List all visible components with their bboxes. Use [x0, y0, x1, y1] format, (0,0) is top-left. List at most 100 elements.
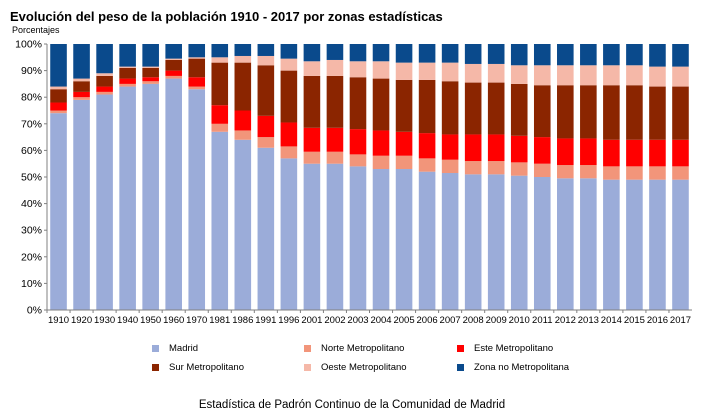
bar-segment-sur-metropolitano-2011: [533, 85, 551, 138]
bar-segment-sur-metropolitano-2009: [487, 82, 505, 135]
bar-segment-este-metropolitano-2005: [395, 131, 413, 156]
bar-segment-este-metropolitano-2017: [672, 139, 689, 167]
bar-segment-madrid-2002: [326, 163, 344, 310]
bar-segment-este-metropolitano-1910: [50, 102, 67, 111]
bar-segment-este-metropolitano-2016: [649, 139, 666, 167]
bar-segment-zona-no-metropolitana-1970: [188, 44, 206, 58]
bar-segment-madrid-1986: [234, 139, 252, 310]
bar-segment-norte-metropolitano-1910: [50, 110, 67, 114]
bar-segment-norte-metropolitano-1920: [73, 97, 90, 100]
bar-segment-este-metropolitano-1991: [257, 115, 275, 138]
bar-segment-madrid-2014: [603, 179, 620, 310]
bar-segment-este-metropolitano-2001: [303, 127, 321, 152]
bar-segment-zona-no-metropolitana-2003: [349, 44, 367, 62]
bar-segment-oeste-metropolitano-1960: [165, 58, 182, 60]
chart-title: Evolución del peso de la población 1910 …: [10, 9, 443, 24]
bar-segment-oeste-metropolitano-2012: [557, 65, 574, 86]
bar-segment-zona-no-metropolitana-2007: [441, 44, 459, 63]
bar-segment-este-metropolitano-2008: [464, 134, 482, 162]
bar-segment-oeste-metropolitano-2003: [349, 61, 367, 78]
x-tick-label-2008: 2008: [463, 315, 484, 326]
bar-segment-este-metropolitano-1996: [280, 122, 298, 147]
chart-subtitle: Porcentajes: [12, 25, 60, 35]
bar-segment-sur-metropolitano-1991: [257, 65, 275, 116]
legend-label-norte-metropolitano: Norte Metropolitano: [321, 343, 405, 354]
chart-legend: Madrid Norte Metropolitano Este Metropol…: [152, 343, 592, 373]
bar-segment-este-metropolitano-1940: [119, 78, 136, 84]
bar-segment-este-metropolitano-2009: [487, 134, 505, 162]
bar-segment-oeste-metropolitano-2010: [510, 65, 528, 84]
legend-label-madrid: Madrid: [169, 343, 199, 354]
source-caption: Estadística de Padrón Continuo de la Com…: [198, 399, 506, 411]
x-tick-label-2016: 2016: [647, 315, 668, 326]
bar-segment-madrid-2003: [349, 166, 367, 310]
bar-segment-zona-no-metropolitana-2012: [557, 44, 574, 66]
bar-segment-madrid-2006: [418, 171, 436, 310]
bar-segment-oeste-metropolitano-2007: [441, 62, 459, 82]
x-tick-label-2006: 2006: [417, 315, 438, 326]
bar-segment-norte-metropolitano-1940: [119, 83, 136, 87]
bar-segment-oeste-metropolitano-2015: [626, 65, 643, 86]
bar-segment-sur-metropolitano-2001: [303, 75, 321, 128]
x-tick-label-2014: 2014: [601, 315, 622, 326]
bar-segment-sur-metropolitano-1986: [234, 62, 252, 111]
bar-segment-oeste-metropolitano-1970: [188, 57, 206, 59]
x-tick-label-2013: 2013: [578, 315, 599, 326]
x-tick-label-1996: 1996: [278, 315, 299, 326]
bar-segment-sur-metropolitano-2015: [626, 85, 643, 140]
y-tick-label: 90%: [21, 65, 42, 77]
bar-segment-norte-metropolitano-2012: [557, 165, 574, 179]
bar-segment-zona-no-metropolitana-2008: [464, 44, 482, 64]
x-tick-label-2012: 2012: [555, 315, 576, 326]
bar-segment-norte-metropolitano-2008: [464, 161, 482, 175]
bar-segment-sur-metropolitano-2010: [510, 83, 528, 136]
bar-segment-oeste-metropolitano-2009: [487, 63, 505, 83]
bar-segment-madrid-2005: [395, 169, 413, 310]
bar-segment-norte-metropolitano-1991: [257, 137, 275, 148]
x-tick-label-2007: 2007: [440, 315, 461, 326]
bar-segment-norte-metropolitano-1986: [234, 130, 252, 140]
bar-segment-norte-metropolitano-2013: [580, 165, 597, 179]
bar-segment-sur-metropolitano-2004: [372, 78, 390, 131]
legend-swatch-zona-no-metropolitana: [457, 364, 464, 371]
bar-segment-sur-metropolitano-2002: [326, 75, 344, 128]
bar-segment-zona-no-metropolitana-2014: [603, 44, 620, 66]
bar-segment-norte-metropolitano-2017: [672, 166, 689, 180]
bar-segment-madrid-2007: [441, 173, 459, 310]
x-tick-label-2005: 2005: [393, 315, 414, 326]
bar-segment-este-metropolitano-2014: [603, 139, 620, 167]
bar-segment-madrid-2009: [487, 174, 505, 310]
bar-segment-oeste-metropolitano-1940: [119, 66, 136, 68]
x-tick-label-2009: 2009: [486, 315, 507, 326]
bar-segment-oeste-metropolitano-2013: [580, 65, 597, 86]
bar-segment-norte-metropolitano-1960: [165, 75, 182, 79]
bar-segment-madrid-2015: [626, 179, 643, 310]
bar-segment-este-metropolitano-2010: [510, 135, 528, 163]
legend-swatch-madrid: [152, 345, 159, 352]
legend-item-madrid: Madrid: [152, 343, 198, 354]
bar-segment-este-metropolitano-1930: [96, 86, 113, 92]
legend-label-oeste-metropolitano: Oeste Metropolitano: [321, 362, 407, 373]
bar-segment-sur-metropolitano-1981: [211, 62, 229, 106]
y-tick-label: 50%: [21, 172, 42, 184]
bar-segment-zona-no-metropolitana-1960: [165, 44, 182, 59]
y-tick-label: 20%: [21, 251, 42, 263]
x-tick-label-2011: 2011: [532, 315, 552, 326]
x-tick-label-1910: 1910: [48, 315, 69, 326]
bar-segment-zona-no-metropolitana-2011: [533, 44, 551, 66]
x-tick-label-1960: 1960: [163, 315, 184, 326]
bar-segment-oeste-metropolitano-2001: [303, 61, 321, 76]
bar-segment-zona-no-metropolitana-2002: [326, 44, 344, 60]
x-tick-label-1950: 1950: [140, 315, 161, 326]
bar-segment-oeste-metropolitano-1930: [96, 73, 113, 76]
x-tick-label-2017: 2017: [670, 315, 691, 326]
bar-segment-sur-metropolitano-1960: [165, 59, 182, 71]
bar-segment-oeste-metropolitano-2014: [603, 65, 620, 86]
legend-item-este-metropolitano: Este Metropolitano: [457, 343, 553, 354]
bar-segment-este-metropolitano-1986: [234, 110, 252, 131]
stacked-bar-chart: 1910 1920 1930 1940 1950 1960 1970 1981 1986 1991…: [15, 39, 692, 326]
bar-segment-sur-metropolitano-2005: [395, 79, 413, 132]
bar-segment-sur-metropolitano-1970: [188, 58, 206, 78]
bar-segment-madrid-2017: [672, 179, 689, 310]
bar-segment-sur-metropolitano-2007: [441, 81, 459, 135]
